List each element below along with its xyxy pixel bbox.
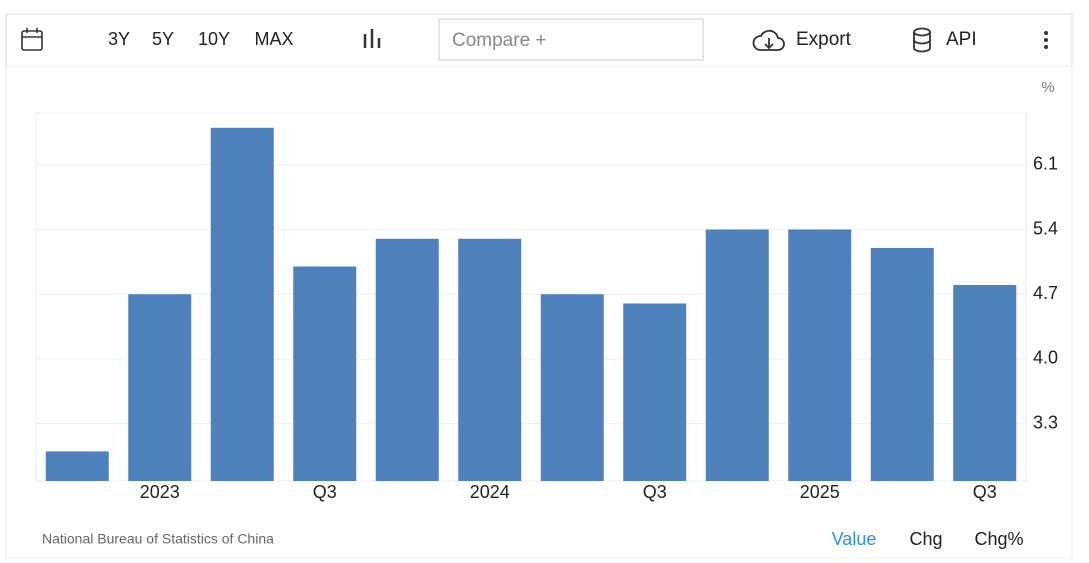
bar [540, 294, 604, 481]
bar [45, 451, 109, 481]
view-tab[interactable]: Chg% [974, 529, 1023, 549]
bar [870, 247, 934, 481]
bar [128, 294, 192, 481]
y-tick-label: 3.3 [1033, 412, 1058, 432]
y-tick-label: 4.7 [1033, 283, 1058, 303]
x-tick-label: 2025 [800, 482, 840, 502]
y-unit: % [1041, 79, 1054, 96]
x-tick-label: Q3 [313, 482, 337, 502]
chart-type-icon[interactable] [363, 29, 381, 48]
view-tab[interactable]: Chg [909, 529, 942, 549]
bar [788, 229, 852, 481]
x-tick-label: Q3 [973, 482, 997, 502]
bar [210, 127, 274, 481]
y-tick-label: 5.4 [1033, 218, 1058, 238]
bar [623, 303, 687, 481]
view-tab[interactable]: Value [832, 529, 877, 549]
x-tick-label: 2024 [470, 482, 510, 502]
y-tick-label: 4.0 [1033, 348, 1058, 368]
range-button[interactable]: 10Y [198, 29, 230, 49]
range-button[interactable]: 5Y [152, 29, 174, 49]
plot-area [35, 112, 1027, 482]
range-button[interactable]: 3Y [108, 29, 130, 49]
bar [375, 238, 439, 481]
x-tick-label: Q3 [643, 482, 667, 502]
calendar-icon[interactable] [21, 28, 43, 51]
range-button[interactable]: MAX [254, 29, 293, 49]
source: National Bureau of Statistics of China [42, 531, 274, 547]
menu-icon[interactable] [1044, 31, 1048, 49]
compare-placeholder: Compare + [452, 30, 547, 51]
bar [458, 238, 522, 481]
api-button[interactable]: API [946, 29, 977, 50]
bar [705, 229, 769, 481]
export-icon[interactable] [752, 29, 785, 51]
bar [293, 266, 357, 481]
bar [953, 284, 1017, 481]
y-tick-label: 6.1 [1033, 154, 1058, 174]
x-tick-label: 2023 [140, 482, 180, 502]
export-button[interactable]: Export [796, 29, 852, 50]
api-icon[interactable] [913, 27, 931, 53]
compare-input[interactable] [438, 18, 704, 61]
